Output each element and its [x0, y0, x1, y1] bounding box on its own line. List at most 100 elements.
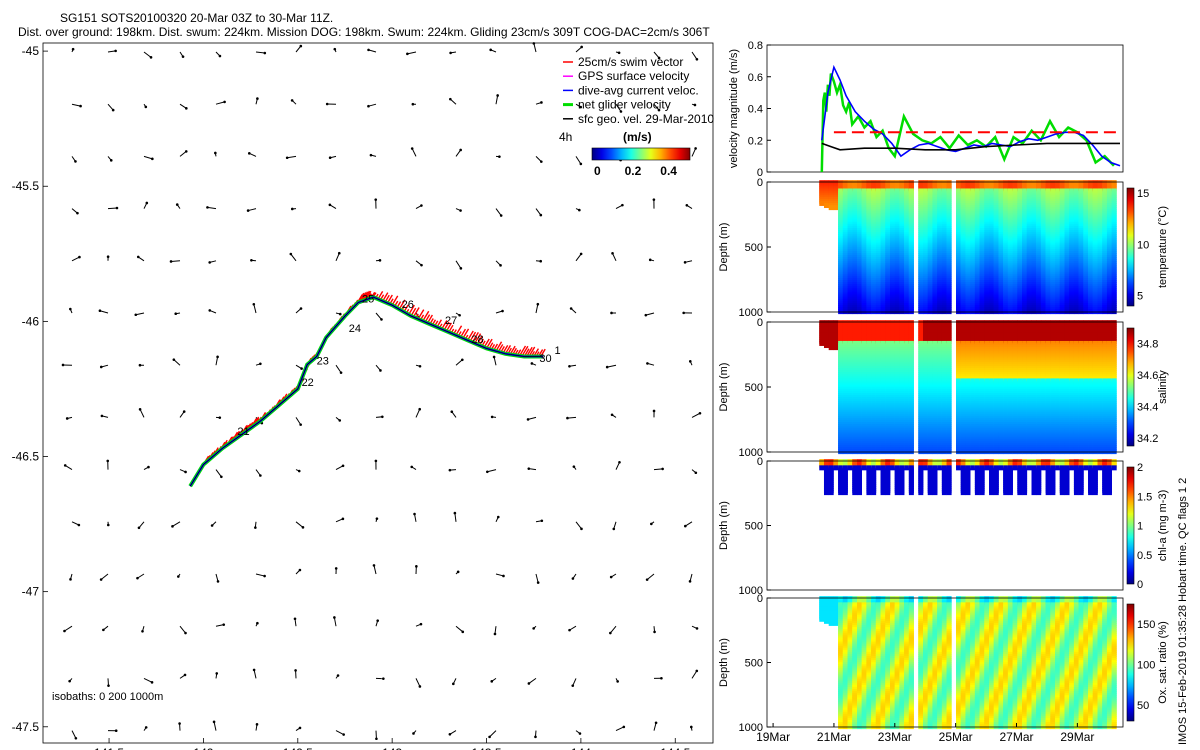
geo-vector — [101, 574, 108, 580]
geo-vector-head — [134, 313, 137, 316]
velocity-y-tick-label: 0.4 — [748, 104, 763, 116]
geo-vector-head — [185, 150, 188, 153]
time-series-panels: 00.20.40.60.8velocity magnitude (m/s)050… — [718, 40, 1169, 744]
geo-vector-head — [496, 94, 499, 97]
geo-vector-head — [682, 312, 685, 315]
geo-vector-head — [107, 255, 110, 258]
geo-vector — [407, 52, 416, 54]
geo-vector-head — [72, 48, 75, 51]
geo-vector — [374, 565, 376, 574]
geo-vector-head — [488, 736, 491, 739]
profile-dot — [833, 345, 838, 350]
geo-vector-head — [184, 471, 187, 474]
geo-vector-head — [696, 58, 699, 61]
geo-vector-head — [694, 104, 697, 107]
geo-vector-head — [99, 309, 102, 312]
depth-tick-label: 500 — [745, 242, 763, 254]
geo-vector — [490, 731, 496, 737]
geo-vector — [529, 678, 536, 683]
geo-vector-head — [539, 260, 542, 263]
geo-vector — [144, 678, 152, 682]
geo-vector-head — [208, 309, 211, 312]
geo-vector-head — [146, 202, 149, 205]
geo-vector-head — [376, 619, 379, 622]
geo-vector-head — [177, 575, 180, 578]
geo-vector-head — [661, 468, 664, 471]
glider-track: 2122232425 262728301 — [190, 291, 560, 486]
geo-vector — [455, 513, 456, 522]
geo-vector-head — [696, 627, 699, 630]
geo-vector — [108, 208, 117, 209]
geo-vector — [496, 95, 498, 104]
geo-vector — [692, 52, 697, 59]
colorbar-label: temperature (°C) — [1157, 206, 1169, 288]
geo-vector-head — [490, 680, 493, 683]
geo-vector-head — [497, 516, 500, 519]
geo-vector-head — [151, 681, 154, 684]
geo-vector-head — [78, 256, 81, 259]
geo-vector-head — [185, 107, 188, 110]
geo-vector-head — [342, 464, 345, 467]
geo-vector — [172, 522, 180, 527]
geo-vector-head — [294, 669, 297, 672]
geo-vector-head — [184, 632, 187, 635]
geo-vector — [416, 678, 420, 686]
geo-vector-head — [138, 526, 141, 529]
geo-vector-head — [645, 314, 648, 317]
profile-dot — [833, 205, 838, 210]
geo-vector-head — [612, 528, 615, 531]
geo-vector-head — [695, 670, 698, 673]
legend-entry: 25cm/s swim vector — [578, 55, 683, 69]
geo-vector-head — [689, 580, 692, 583]
legend-entry: GPS surface velocity — [578, 69, 689, 83]
geo-vector-head — [580, 253, 583, 256]
geo-vector-head — [540, 214, 543, 217]
geo-vector — [576, 522, 581, 529]
geo-vector-head — [219, 55, 222, 58]
colorbar — [592, 148, 690, 160]
geo-vector-head — [64, 464, 67, 467]
geo-vector — [576, 156, 581, 163]
day-label: 22 — [302, 377, 314, 389]
geo-vector-head — [100, 366, 103, 369]
geo-vector — [171, 261, 180, 262]
depth-tick-label: 0 — [757, 177, 763, 189]
geo-vector-head — [145, 106, 148, 109]
geo-vector-head — [531, 362, 534, 365]
geo-vector-head — [290, 253, 293, 256]
geo-vector-head — [367, 105, 370, 108]
geo-vector-head — [459, 149, 462, 152]
geo-vector-head — [623, 726, 626, 729]
geo-vector-head — [491, 416, 494, 419]
geo-vector-head — [215, 672, 218, 675]
geo-vector-head — [611, 414, 614, 417]
geo-vector-head — [580, 528, 583, 531]
geo-vector-head — [342, 518, 345, 521]
geo-vector — [416, 409, 420, 417]
geo-vector-head — [537, 581, 540, 584]
geo-vector-head — [299, 569, 302, 572]
profile-dot — [824, 203, 829, 208]
map-panel: 141.5142142.5143143.5144144.5-45-45.5-46… — [12, 42, 715, 750]
geo-vector-head — [541, 519, 544, 522]
geo-vector-head — [606, 366, 609, 369]
day-label: 28 — [471, 334, 483, 346]
geo-vector-head — [299, 423, 302, 426]
panel-colorbar — [1127, 188, 1134, 306]
geo-vector-head — [294, 617, 297, 620]
geo-vector-head — [699, 412, 702, 415]
geo-vector-head — [655, 721, 658, 724]
geo-vector-head — [459, 209, 462, 212]
day-label: 25 — [362, 293, 374, 305]
geo-vector-head — [116, 207, 119, 210]
map-y-tick-label: -47 — [22, 585, 40, 599]
day-label: 1 — [554, 345, 560, 357]
geo-vector-head — [381, 415, 384, 418]
geo-vector-head — [375, 460, 378, 463]
geo-vector-head — [367, 49, 370, 52]
geo-vector-head — [653, 198, 656, 201]
geo-vector-head — [528, 682, 531, 685]
geo-vector — [254, 304, 256, 313]
geo-vector-head — [115, 729, 118, 732]
